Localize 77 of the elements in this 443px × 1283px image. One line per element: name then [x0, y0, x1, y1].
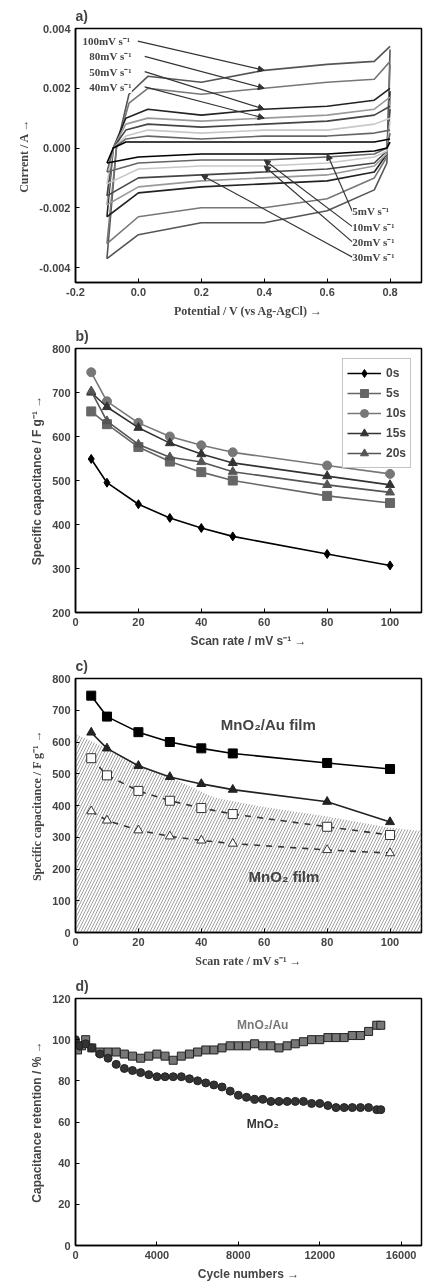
x-tick-label: 60	[258, 935, 271, 948]
annotation: MnO₂/Au film	[220, 715, 316, 733]
chart-title: c)	[75, 657, 88, 674]
x-tick-label: 0.2	[193, 285, 209, 298]
y-tick-label: 600	[52, 736, 71, 748]
annotation: 80mV s⁻¹	[89, 50, 132, 63]
legend-label: 20s	[385, 446, 406, 460]
y-axis-title: Specific capacitance / F g⁻¹ →	[30, 730, 45, 882]
legend-label: 10s	[385, 406, 406, 420]
y-tick-label: 0	[64, 926, 71, 939]
y-tick-label: 40	[58, 1157, 71, 1170]
y-tick-label: 0.002	[42, 82, 71, 95]
legend-label: 0s	[385, 366, 401, 380]
annotation: 50mV s⁻¹	[89, 65, 132, 78]
y-tick-label: 80	[58, 1074, 71, 1087]
y-tick-label: 400	[52, 799, 71, 812]
y-tick-label: 700	[52, 386, 71, 399]
x-tick-label: -0.2	[66, 285, 85, 298]
series-label: MnO₂/Au	[237, 1018, 289, 1033]
x-tick-label: 40	[195, 615, 208, 628]
y-tick-label: 800	[52, 672, 71, 685]
chart-title: b)	[75, 327, 89, 344]
y-tick-label: -0.004	[39, 261, 72, 274]
x-axis-title: Scan rate / mV s⁻¹ →	[190, 633, 307, 648]
x-tick-label: 40	[195, 935, 208, 948]
y-tick-label: 200	[52, 606, 71, 619]
y-tick-label: 0	[64, 1239, 71, 1252]
y-tick-label: 300	[52, 562, 71, 575]
y-axis-title: Specific capacitance / F g⁻¹ →	[30, 395, 45, 566]
y-tick-label: 100	[52, 894, 71, 907]
y-tick-label: 800	[52, 342, 71, 355]
x-axis-title: Cycle numbers →	[197, 1266, 300, 1281]
annotation: 40mV s⁻¹	[89, 80, 132, 93]
annotation: 5mV s⁻¹	[352, 205, 390, 218]
x-tick-label: 0.8	[382, 285, 398, 298]
x-tick-label: 80	[321, 615, 334, 628]
x-tick-label: 16000	[385, 1248, 417, 1261]
x-axis-title: Potential / V (vs Ag-AgCl) →	[174, 303, 322, 318]
y-tick-label: 100	[52, 1033, 71, 1046]
x-tick-label: 8000	[226, 1248, 251, 1261]
y-tick-label: 0.000	[42, 142, 71, 155]
legend-label: 15s	[385, 426, 406, 440]
chart-title: a)	[75, 7, 88, 24]
annotation: 10mV s⁻¹	[352, 220, 395, 233]
y-axis-title: Current / A →	[17, 119, 32, 193]
legend-label: 5s	[385, 386, 401, 400]
y-tick-label: 600	[52, 430, 71, 443]
x-tick-label: 0.0	[130, 285, 147, 298]
y-tick-label: 60	[58, 1116, 71, 1128]
x-tick-label: 4000	[144, 1248, 170, 1261]
x-tick-label: 0.6	[319, 285, 335, 298]
y-tick-label: 20	[58, 1198, 71, 1211]
y-tick-label: 0.004	[42, 22, 72, 35]
x-tick-label: 100	[380, 935, 400, 948]
x-tick-label: 20	[132, 615, 145, 628]
annotation: MnO₂ film	[248, 868, 320, 886]
x-tick-label: 80	[321, 935, 334, 948]
y-tick-label: 400	[52, 518, 71, 531]
annotation: 30mV s⁻¹	[352, 251, 395, 264]
x-axis-title: Scan rate / mV s⁻¹ →	[195, 953, 302, 968]
annotation: 100mV s⁻¹	[82, 35, 131, 48]
y-tick-label: -0.002	[39, 201, 71, 214]
x-tick-label: 60	[258, 615, 271, 628]
x-tick-label: 20	[132, 935, 145, 948]
y-tick-label: 200	[52, 863, 71, 875]
series-label: MnO₂	[246, 1117, 279, 1132]
y-tick-label: 500	[52, 474, 71, 487]
y-tick-label: 300	[52, 831, 71, 844]
chart-title: d)	[75, 977, 89, 994]
y-tick-label: 120	[52, 992, 71, 1005]
y-axis-title: Capacitance retention / % →	[30, 1041, 45, 1203]
y-tick-label: 700	[52, 704, 71, 717]
x-tick-label: 0.4	[256, 285, 273, 298]
x-tick-label: 12000	[304, 1248, 336, 1261]
x-tick-label: 100	[380, 615, 400, 628]
annotation: 20mV s⁻¹	[352, 235, 395, 248]
y-tick-label: 500	[52, 767, 71, 780]
